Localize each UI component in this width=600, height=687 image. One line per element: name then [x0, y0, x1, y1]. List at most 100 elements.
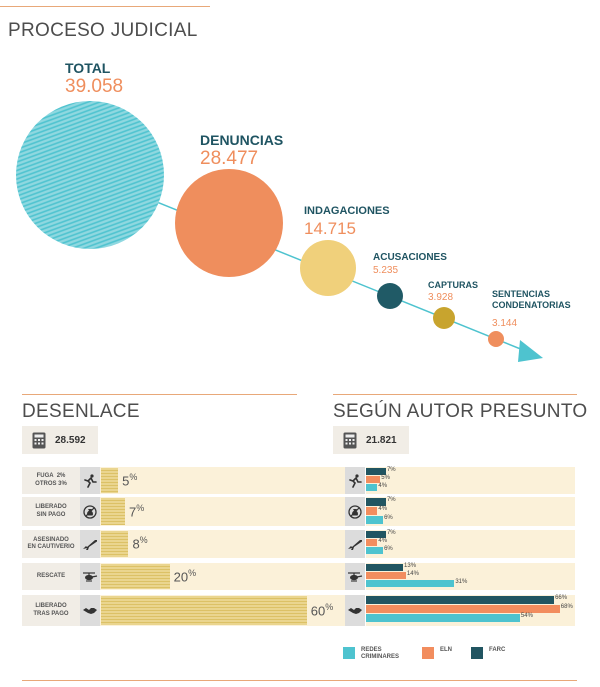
autor-bar-redes-criminares	[366, 547, 384, 554]
autor-pct-label: 68%	[560, 604, 573, 610]
row-background	[366, 530, 575, 558]
row-background	[100, 530, 345, 558]
autor-bar-redes-criminares	[366, 614, 520, 622]
autor-bar-farc	[366, 531, 386, 538]
money-bag-crossed-icon	[80, 497, 100, 526]
row-label: FUGA 2% OTROS 3%	[22, 467, 80, 494]
row-background	[366, 467, 575, 494]
autor-bar-eln	[366, 507, 378, 515]
autor-title: SEGÚN AUTOR PRESUNTO	[333, 401, 588, 422]
stage-sentencias-value: 3.144	[492, 318, 518, 329]
row-background	[366, 497, 575, 526]
autor-pct-label: 6%	[384, 546, 393, 552]
bubble-acusaciones	[377, 283, 403, 309]
desenlace-pct-label: 5%	[122, 471, 138, 488]
autor-pct-label: 13%	[404, 563, 417, 569]
calculator-icon	[32, 432, 46, 449]
legend-farc-label: FARC	[489, 647, 506, 653]
desenlace-count-box: 28.592	[22, 426, 98, 454]
autor-bar-farc	[366, 468, 386, 475]
autor-bar-eln	[366, 476, 381, 483]
autor-rule	[333, 394, 577, 395]
autor-count: 21.821	[366, 434, 397, 446]
autor-bar-redes-criminares	[366, 484, 378, 491]
autor-pct-label: 14%	[406, 571, 419, 577]
legend-redes-label: REDES CRIMINARES	[361, 647, 400, 660]
bubble-capturas	[433, 307, 455, 329]
money-bag-crossed-icon	[345, 497, 365, 526]
legend-farc: FARC	[471, 647, 505, 659]
legend-eln: ELN	[422, 647, 452, 659]
bubble-indagaciones	[300, 240, 356, 296]
autor-pct-label: 4%	[378, 483, 388, 489]
stage-indagaciones-name: INDAGACIONES	[304, 205, 390, 217]
autor-pct-label: 54%	[520, 613, 533, 619]
helicopter-icon	[80, 563, 100, 590]
stage-acusaciones-name: ACUSACIONES	[373, 252, 447, 263]
running-person-icon	[80, 467, 100, 494]
running-person-icon	[345, 467, 365, 494]
proceso-title: PROCESO JUDICIAL	[8, 20, 198, 41]
desenlace-pct-label: 20%	[173, 567, 197, 584]
desenlace-pct-label: 7%	[129, 502, 145, 519]
bubble-denuncias	[175, 169, 283, 277]
autor-bar-eln	[366, 539, 378, 546]
bubble-total	[16, 101, 164, 249]
autor-pct-label: 5%	[381, 475, 390, 481]
stage-capturas-name: CAPTURAS	[428, 280, 479, 290]
legend-redes-swatch	[343, 647, 355, 659]
legend-redes: REDES CRIMINARES	[343, 647, 409, 661]
desenlace-rule	[22, 394, 297, 395]
bottom-rule	[22, 680, 577, 681]
autor-pct-label: 6%	[384, 515, 393, 521]
row-label: ASESINADO EN CAUTIVERIO	[22, 530, 80, 558]
autor-pct-label: 7%	[386, 467, 396, 473]
desenlace-pct-label: 60%	[310, 601, 334, 618]
autor-bar-farc	[366, 498, 386, 506]
row-label: RESCATE	[22, 563, 80, 590]
stage-denuncias-value: 28.477	[200, 148, 259, 169]
autor-pct-label: 4%	[378, 538, 388, 544]
stage-capturas-value: 3.928	[428, 292, 454, 303]
stage-total-value: 39.058	[65, 76, 124, 97]
rifle-icon	[80, 530, 100, 558]
stage-indagaciones-value: 14.715	[304, 219, 356, 238]
desenlace-title: DESENLACE	[22, 401, 140, 422]
row-background	[100, 497, 345, 526]
autor-bar-eln	[366, 605, 560, 613]
calculator-icon	[343, 432, 357, 449]
stage-sentencias-name: SENTENCIAS CONDENATORIAS	[492, 289, 571, 310]
row-background	[100, 467, 345, 494]
autor-pct-label: 4%	[378, 506, 388, 512]
proceso-bubble-chart	[16, 101, 543, 362]
desenlace-count: 28.592	[55, 434, 86, 446]
autor-bar-eln	[366, 572, 406, 579]
autor-count-box: 21.821	[333, 426, 409, 454]
desenlace-pct-label: 8%	[132, 535, 148, 552]
autor-bar-farc	[366, 564, 404, 571]
autor-bar-redes-criminares	[366, 580, 455, 587]
autor-pct-label: 7%	[386, 530, 396, 536]
row-label: LIBERADO TRAS PAGO	[22, 595, 80, 626]
proceso-arrow-head	[518, 340, 543, 362]
autor-bar-redes-criminares	[366, 516, 384, 524]
autor-pct-label: 7%	[386, 497, 396, 503]
desenlace-bar	[101, 498, 125, 525]
handshake-icon	[345, 595, 365, 626]
rifle-icon	[345, 530, 365, 558]
stage-total-name: TOTAL	[65, 60, 111, 76]
row-label: LIBERADO SIN PAGO	[22, 497, 80, 526]
legend-farc-swatch	[471, 647, 483, 659]
desenlace-bar	[101, 564, 170, 589]
handshake-icon	[80, 595, 100, 626]
desenlace-bar	[101, 596, 307, 625]
stage-acusaciones-value: 5.235	[373, 265, 399, 276]
autor-pct-label: 66%	[555, 595, 568, 601]
helicopter-icon	[345, 563, 365, 590]
autor-bar-farc	[366, 596, 555, 604]
stage-denuncias-name: DENUNCIAS	[200, 132, 284, 148]
bubble-sentencias	[488, 331, 504, 347]
desenlace-bar	[101, 531, 129, 557]
top-rule	[0, 6, 210, 7]
desenlace-bar	[101, 468, 119, 493]
